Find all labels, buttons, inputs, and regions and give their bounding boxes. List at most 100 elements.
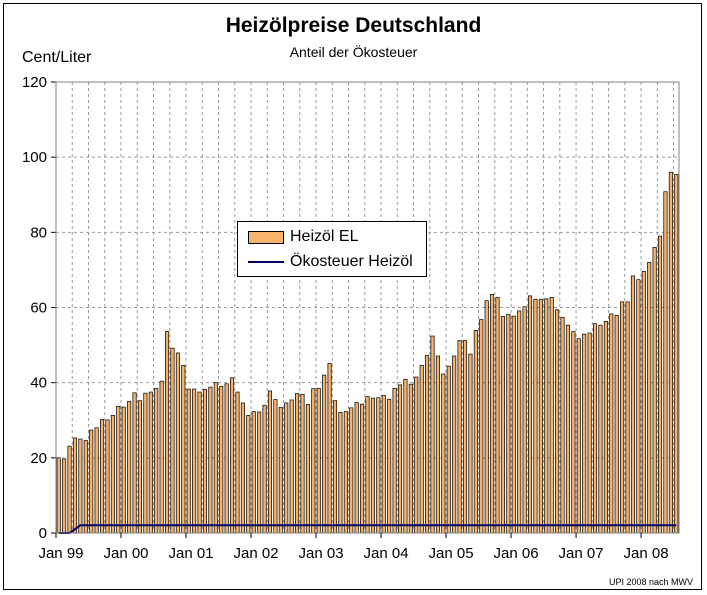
price-bar [332, 400, 338, 534]
price-bar [620, 301, 625, 534]
price-bar [603, 321, 608, 534]
legend-item-heizoel: Heizöl EL [248, 227, 358, 247]
price-bar [300, 393, 305, 534]
price-bar [110, 415, 115, 534]
price-bar [235, 391, 240, 534]
price-bar [94, 427, 99, 534]
price-bar [327, 363, 332, 534]
tax-line [58, 524, 677, 534]
price-bar [137, 400, 142, 534]
price-bar [511, 315, 516, 534]
price-bar [83, 440, 88, 534]
price-bar [105, 419, 110, 534]
price-bar [230, 377, 235, 534]
price-bar [614, 315, 619, 534]
price-bar [365, 396, 370, 534]
price-bar [538, 298, 543, 534]
price-bar [143, 392, 148, 534]
price-bar [78, 438, 83, 534]
price-bar [240, 402, 245, 534]
price-bar [338, 412, 343, 534]
price-bar [462, 340, 468, 534]
price-bar [360, 403, 365, 534]
price-bar [322, 374, 327, 534]
price-bar [246, 415, 251, 534]
price-bar [392, 387, 397, 534]
price-bar [289, 399, 294, 534]
price-bar [262, 404, 267, 534]
price-bar [354, 402, 359, 534]
y-tick-label: 60 [30, 300, 47, 317]
price-bar [658, 235, 663, 534]
price-bar [343, 411, 348, 534]
price-bar [67, 445, 72, 534]
price-bar [127, 401, 132, 534]
y-tick-label: 100 [22, 149, 47, 166]
price-bar [571, 331, 576, 534]
price-bar [175, 352, 180, 534]
price-bar [479, 319, 484, 534]
x-tick-label: Jan 06 [494, 545, 539, 562]
price-bar [408, 383, 413, 534]
price-bar [72, 437, 77, 534]
price-bar [208, 386, 213, 534]
price-bar [311, 388, 316, 534]
price-bar [148, 391, 153, 534]
price-bar [435, 355, 440, 534]
price-bar [295, 393, 300, 534]
price-bar [533, 298, 538, 534]
price-bar [647, 262, 652, 534]
price-bar [267, 390, 273, 534]
legend-label-oekosteuer: Ökosteuer Heizöl [290, 253, 413, 270]
price-bar [224, 383, 229, 534]
x-tick-label: Jan 01 [168, 545, 213, 562]
price-bar [170, 347, 175, 534]
price-bar [517, 310, 522, 534]
line-layer [58, 524, 677, 534]
x-tick-label: Jan 02 [234, 545, 279, 562]
price-bar [468, 353, 473, 534]
price-bar [278, 407, 283, 534]
price-bar [484, 300, 489, 534]
price-bar [284, 402, 289, 534]
price-bar [159, 380, 164, 534]
x-tick-label: Jan 07 [559, 545, 604, 562]
price-bar [555, 309, 560, 534]
price-bar [165, 331, 170, 534]
price-bar [430, 335, 435, 534]
price-bar [636, 279, 641, 534]
price-bar [116, 405, 121, 534]
chart-subtitle: Anteil der Ökosteuer [289, 44, 418, 60]
price-bar [202, 389, 208, 534]
x-tick-label: Jan 00 [103, 545, 148, 562]
price-bar [257, 411, 262, 534]
price-bar [62, 458, 67, 534]
y-tick-label: 20 [30, 450, 47, 467]
price-bar [186, 388, 191, 534]
price-bar [506, 313, 511, 534]
price-bar [403, 378, 408, 534]
legend-bar-swatch [248, 230, 284, 244]
price-bar [425, 355, 430, 534]
price-bar [598, 324, 603, 534]
price-bar [457, 340, 462, 534]
price-bar [414, 376, 419, 534]
price-bar [668, 171, 673, 534]
price-bar [652, 247, 657, 534]
price-bar [565, 324, 570, 534]
price-bar [609, 313, 614, 534]
price-bar [663, 191, 668, 534]
x-tick-label: Jan 08 [624, 545, 669, 562]
price-bar [121, 406, 126, 534]
price-bar [219, 386, 224, 534]
price-bar [495, 297, 500, 534]
x-tick-label: Jan 05 [429, 545, 474, 562]
price-bar [441, 373, 446, 534]
price-bar [419, 365, 424, 534]
price-bar [181, 365, 186, 534]
price-bar [630, 275, 635, 534]
price-bar [100, 419, 105, 534]
price-bar [582, 333, 587, 534]
x-tick-label: Jan 99 [38, 545, 83, 562]
axis-layer: 0 20 40 60 80 100 120 Jan 99 Jan 00 Jan 01 Jan 02 J… [22, 74, 680, 562]
